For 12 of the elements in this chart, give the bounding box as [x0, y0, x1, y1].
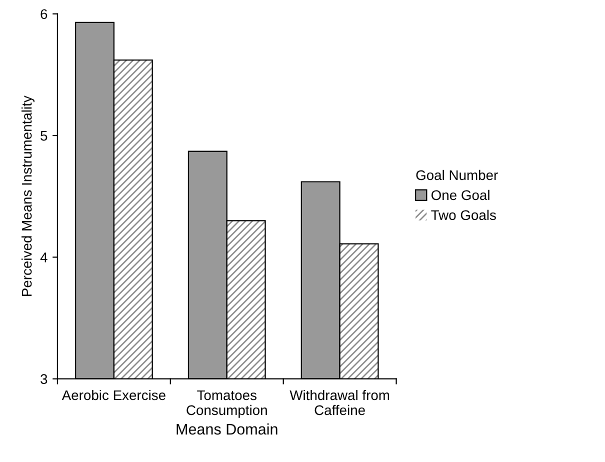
y-tick-label: 4	[40, 252, 48, 262]
y-tick-label: 3	[40, 374, 48, 384]
x-tick-label: Tomatoes Consumption	[186, 390, 267, 418]
legend-label: Two Goals	[431, 210, 496, 220]
legend-title: Goal Number	[416, 170, 498, 180]
y-axis-title: Perceived Means Instrumentality	[22, 96, 34, 296]
x-axis-title: Means Domain	[176, 423, 278, 435]
x-tick-label: Aerobic Exercise	[62, 390, 166, 400]
y-tick-label: 5	[40, 130, 48, 141]
legend-label: One Goal	[431, 190, 490, 200]
x-tick-label: Withdrawal from Caffeine	[290, 390, 390, 416]
y-tick-label: 6	[40, 9, 48, 20]
